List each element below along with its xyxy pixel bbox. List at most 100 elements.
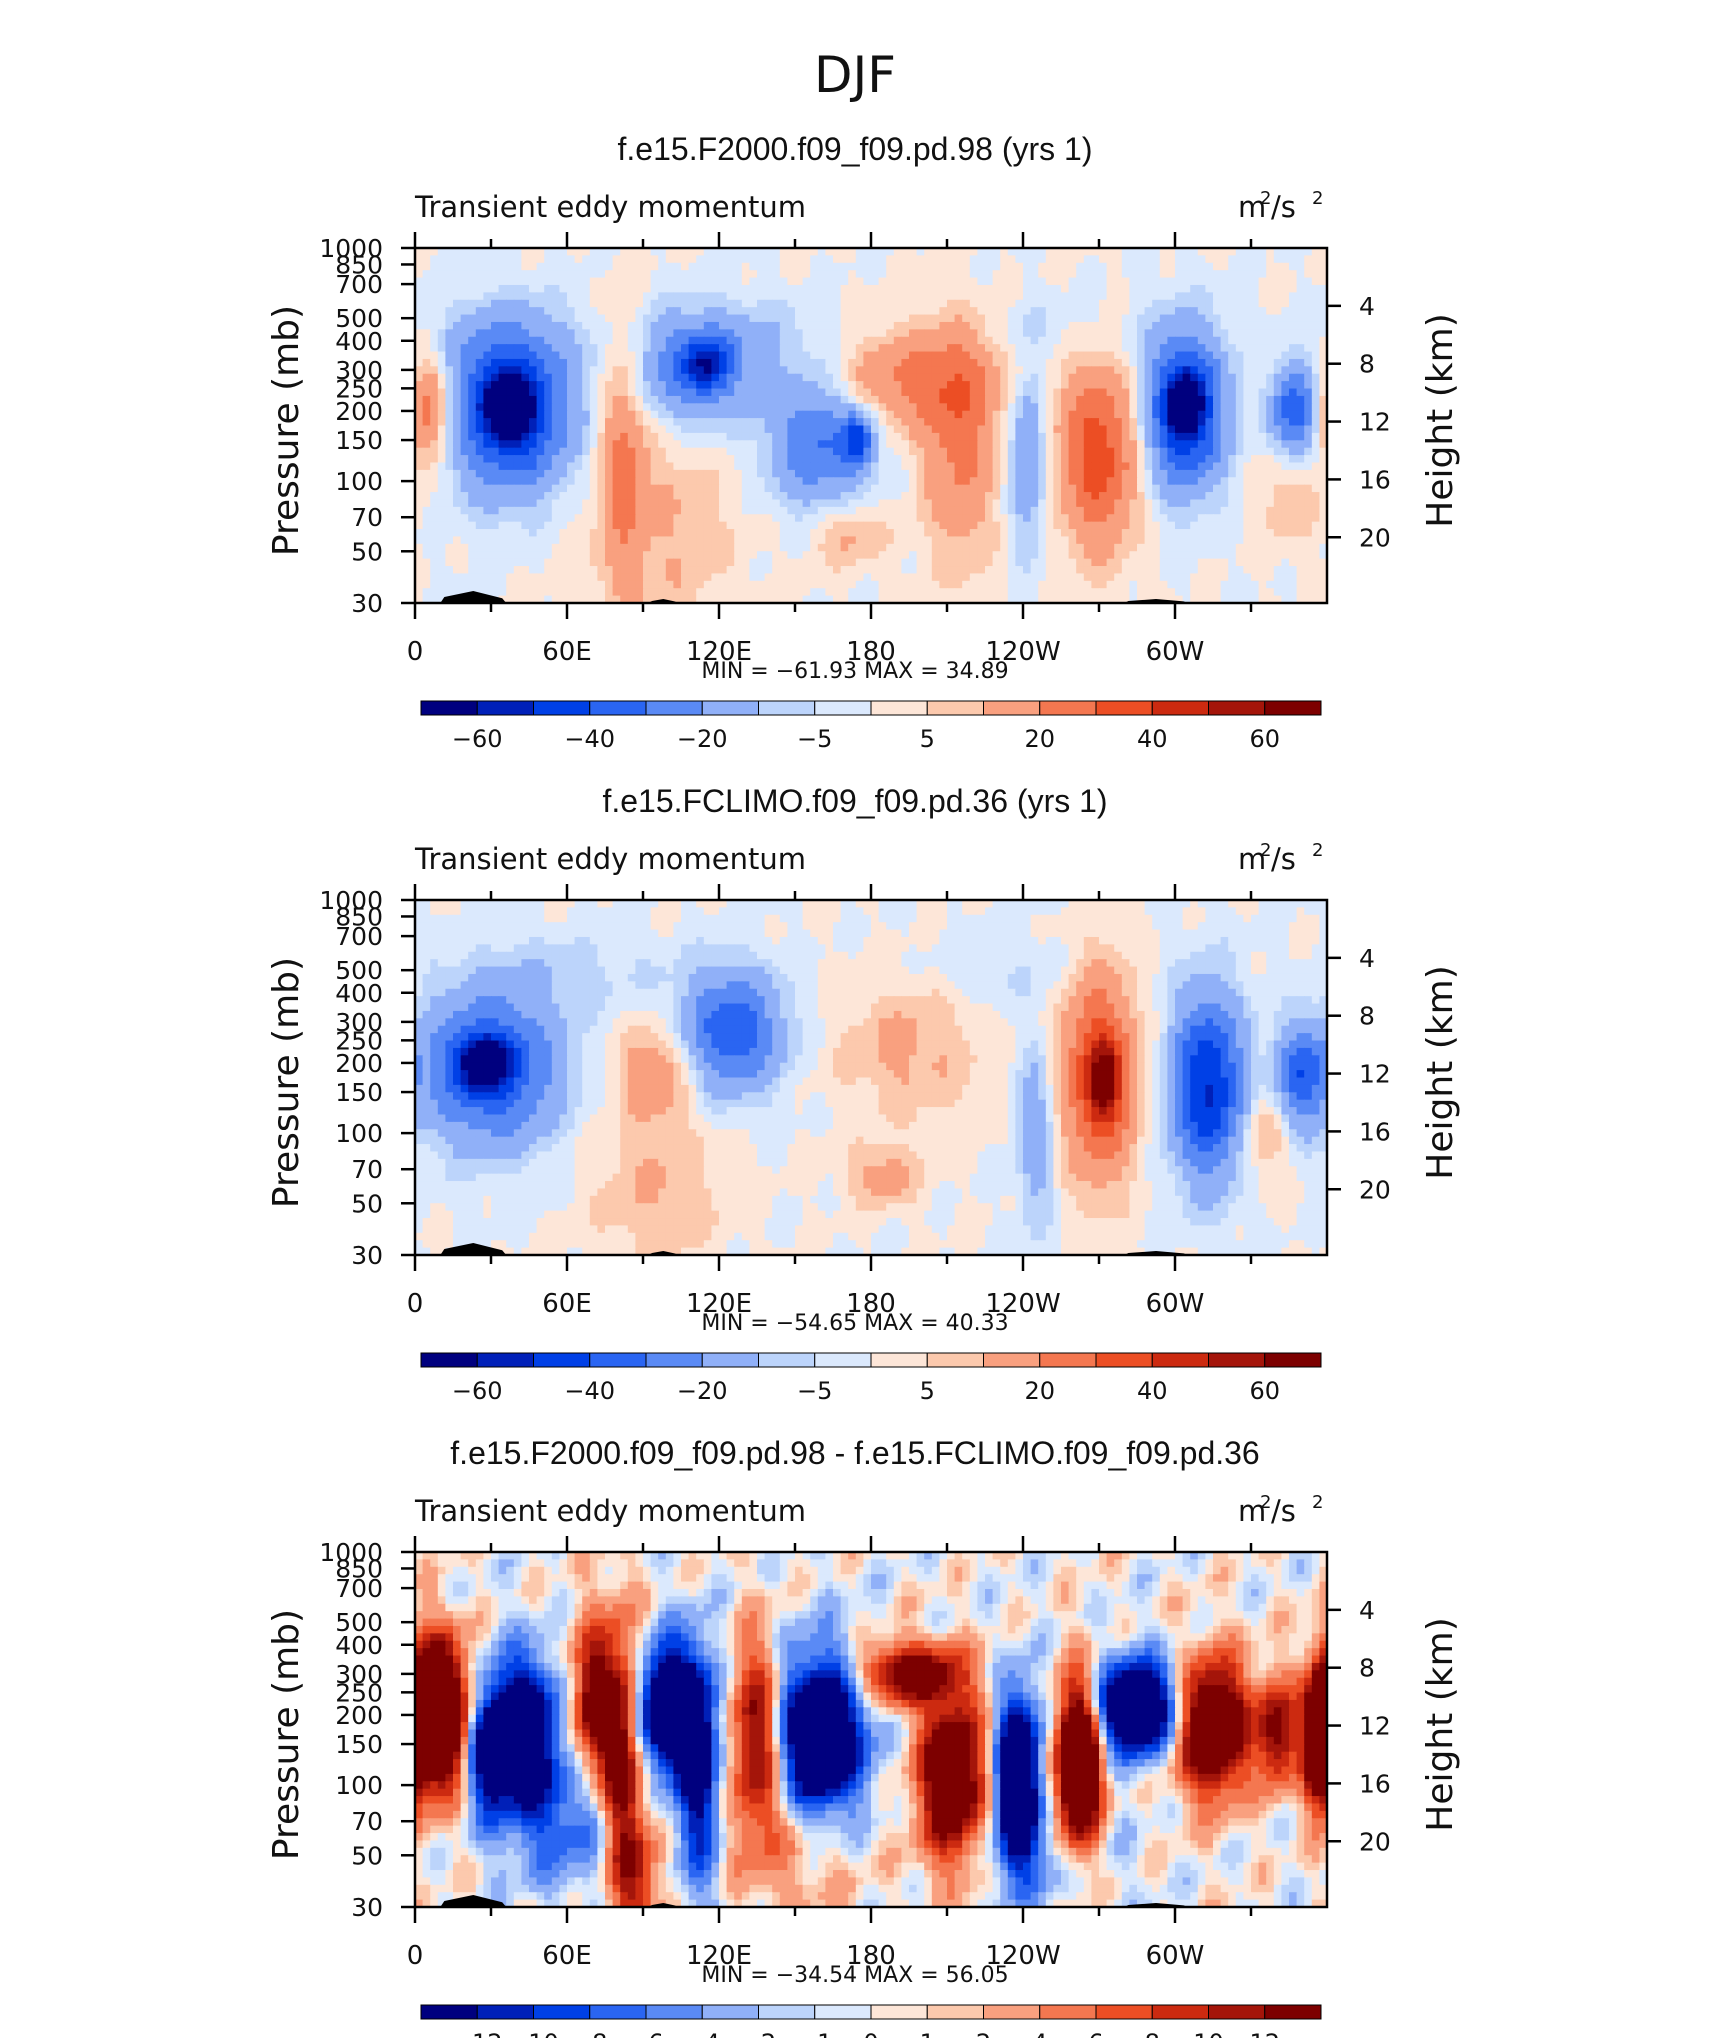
heatmap-cell	[916, 329, 925, 338]
heatmap-cell	[620, 514, 629, 523]
heatmap-cell	[954, 358, 963, 367]
heatmap-cell	[665, 388, 674, 397]
heatmap-cell	[1106, 462, 1115, 471]
heatmap-cell	[1289, 277, 1298, 286]
heatmap-cell	[992, 277, 1001, 286]
heatmap-cell	[1220, 314, 1229, 323]
heatmap-cell	[772, 299, 781, 308]
heatmap-cell	[969, 425, 978, 434]
heatmap-cell	[567, 366, 576, 375]
heatmap-cell	[627, 432, 636, 441]
heatmap-cell	[574, 410, 583, 419]
heatmap-cell	[1045, 410, 1054, 419]
heatmap-cell	[764, 255, 773, 264]
heatmap-cell	[924, 506, 933, 515]
heatmap-cell	[1266, 395, 1275, 404]
heatmap-cell	[567, 455, 576, 464]
heatmap-cell	[954, 462, 963, 471]
heatmap-cell	[544, 395, 553, 404]
heatmap-cell	[764, 425, 773, 434]
heatmap-cell	[521, 529, 530, 538]
heatmap-cell	[1213, 469, 1222, 478]
heatmap-cell	[962, 469, 971, 478]
heatmap-cell	[992, 307, 1001, 316]
heatmap-cell	[1289, 469, 1298, 478]
heatmap-cell	[1121, 262, 1130, 271]
heatmap-cell	[567, 440, 576, 449]
heatmap-cell	[703, 440, 712, 449]
heatmap-cell	[430, 344, 439, 353]
heatmap-cell	[1235, 248, 1244, 256]
heatmap-cell	[468, 321, 477, 330]
heatmap-cell	[893, 499, 902, 508]
heatmap-cell	[1266, 521, 1275, 530]
heatmap-cell	[924, 388, 933, 397]
heatmap-cell	[703, 514, 712, 523]
heatmap-cell	[1137, 307, 1146, 316]
heatmap-cell	[1213, 462, 1222, 471]
heatmap-cell	[513, 551, 522, 560]
heatmap-cell	[1099, 506, 1108, 515]
heatmap-cell	[536, 373, 545, 382]
heatmap-cell	[1251, 403, 1260, 412]
heatmap-cell	[1015, 484, 1024, 493]
heatmap-cell	[1159, 440, 1168, 449]
heatmap-cell	[1228, 536, 1237, 545]
heatmap-cell	[483, 358, 492, 367]
heatmap-cell	[430, 425, 439, 434]
heatmap-cell	[855, 425, 864, 434]
heatmap-cell	[893, 432, 902, 441]
heatmap-cell	[627, 344, 636, 353]
heatmap-cell	[574, 344, 583, 353]
heatmap-cell	[620, 477, 629, 486]
heatmap-cell	[810, 395, 819, 404]
heatmap-cell	[620, 462, 629, 471]
heatmap-cell	[1121, 270, 1130, 279]
heatmap-cell	[506, 270, 515, 279]
heatmap-cell	[437, 388, 446, 397]
heatmap-cell	[1289, 418, 1298, 427]
heatmap-cell	[1273, 529, 1282, 538]
heatmap-cell	[810, 373, 819, 382]
heatmap-cell	[658, 514, 667, 523]
heatmap-cell	[1175, 410, 1184, 419]
heatmap-cell	[415, 543, 424, 552]
heatmap-cell	[939, 521, 948, 530]
heatmap-cell	[574, 521, 583, 530]
heatmap-cell	[802, 484, 811, 493]
heatmap-cell	[453, 388, 462, 397]
heatmap-cell	[833, 248, 842, 256]
heatmap-cell	[795, 388, 804, 397]
heatmap-cell	[650, 440, 659, 449]
heatmap-cell	[491, 432, 500, 441]
heatmap-cell	[703, 321, 712, 330]
heatmap-cell	[1083, 447, 1092, 456]
heatmap-cell	[703, 462, 712, 471]
heatmap-cell	[1000, 447, 1009, 456]
heatmap-cell	[719, 521, 728, 530]
heatmap-cell	[1182, 277, 1191, 286]
heatmap-cell	[726, 262, 735, 271]
heatmap-cell	[1266, 462, 1275, 471]
heatmap-cell	[445, 366, 454, 375]
heatmap-cell	[498, 292, 507, 301]
heatmap-cell	[1144, 358, 1153, 367]
heatmap-cell	[673, 432, 682, 441]
heatmap-cell	[1235, 381, 1244, 390]
heatmap-cell	[810, 462, 819, 471]
heatmap-cell	[1007, 358, 1016, 367]
heatmap-cell	[726, 514, 735, 523]
heatmap-cell	[627, 440, 636, 449]
heatmap-cell	[1235, 284, 1244, 293]
heatmap-cell	[658, 440, 667, 449]
heatmap-cell	[855, 248, 864, 256]
heatmap-cell	[1220, 447, 1229, 456]
heatmap-cell	[658, 492, 667, 501]
heatmap-cell	[460, 432, 469, 441]
heatmap-cell	[1099, 529, 1108, 538]
heatmap-cell	[741, 270, 750, 279]
heatmap-cell	[1190, 248, 1199, 256]
heatmap-cell	[886, 299, 895, 308]
heatmap-cell	[1038, 358, 1047, 367]
heatmap-cell	[893, 484, 902, 493]
